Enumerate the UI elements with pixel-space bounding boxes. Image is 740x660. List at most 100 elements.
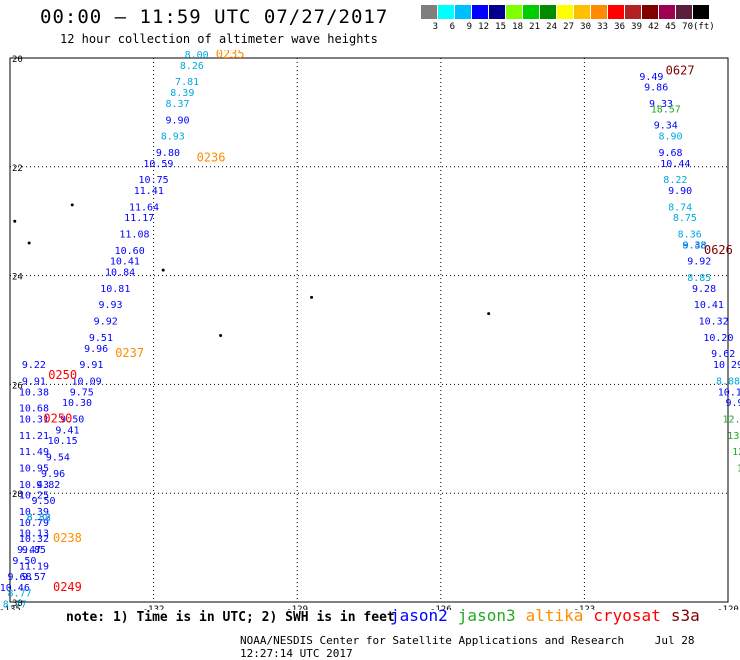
colorbar-swatch [421, 5, 438, 19]
colorbar-label: 6 [449, 22, 455, 32]
wave-height-label: 10.32 [699, 317, 729, 328]
x-tick-label: -135 [0, 605, 21, 610]
pass-number-label: 0235 [216, 50, 245, 61]
wave-height-label: 10.43 [19, 480, 49, 491]
wave-height-label: 10.84 [105, 268, 135, 279]
colorbar-label: 24 [546, 22, 557, 32]
wave-height-label: 10.32 [19, 534, 49, 545]
wave-height-label: 10.79 [19, 518, 49, 529]
wave-height-label: 9.50 [60, 414, 84, 425]
page-title: 00:00 – 11:59 UTC 07/27/2017 [40, 6, 389, 28]
wave-height-label: 9.22 [22, 360, 46, 371]
wave-height-label: 9.50 [31, 496, 55, 507]
wave-height-label: 8.45 [682, 240, 706, 251]
wave-height-label: 9.86 [644, 83, 668, 94]
colorbar-swatch [523, 5, 540, 19]
colorbar-swatch [506, 5, 523, 19]
wave-height-label: 9.92 [94, 317, 118, 328]
wave-height-label: 9.38 [682, 240, 706, 251]
wave-height-map[interactable]: -135 -132 -129 -126 -123 -120 20 22 24 26 28 30 9.49… [0, 50, 740, 610]
wave-height-label: 10.41 [694, 300, 724, 311]
wave-height-label: 13.50 [737, 463, 740, 474]
wave-height-label: 18.57 [651, 104, 681, 115]
wave-height-label: 9.54 [46, 453, 70, 464]
island-marker [310, 295, 314, 299]
wave-height-label: 10.39 [19, 507, 49, 518]
wave-height-label: 10.20 [703, 333, 733, 344]
wave-height-label: 9.91 [79, 360, 103, 371]
colorbar-swatch [438, 5, 455, 19]
pass-number-label: 0250 [48, 368, 77, 382]
pass-number-label: 0249 [53, 580, 82, 594]
x-tick-label: -120 [717, 605, 739, 610]
colorbar-swatch [625, 5, 642, 19]
wave-height-label: 9.49 [639, 72, 663, 83]
wave-height-label: 10.14 [718, 387, 740, 398]
wave-height-label: 9.57 [22, 572, 46, 583]
x-tick-label: -126 [430, 605, 452, 610]
wave-height-label: 10.15 [48, 436, 78, 447]
pass-number-label: 0236 [197, 150, 226, 164]
wave-height-label: 12.54 [732, 447, 740, 458]
island-marker [487, 312, 491, 316]
wave-height-label: 10.68 [19, 404, 49, 415]
pass-number-label: 0627 [666, 63, 695, 77]
wave-height-label: 13.22 [727, 431, 740, 442]
wave-height-label: 10.13 [19, 529, 49, 540]
y-tick-label: 28 [12, 490, 23, 500]
colorbar-swatch [642, 5, 659, 19]
colorbar-swatch [693, 5, 710, 19]
colorbar-swatch [489, 5, 506, 19]
legend-item-s3a: s3a [670, 606, 700, 625]
page-subtitle: 12 hour collection of altimeter wave hei… [60, 32, 378, 46]
wave-height-label: 11.49 [19, 447, 49, 458]
wave-height-label: 10.09 [72, 376, 102, 387]
y-tick-label: 30 [12, 599, 23, 609]
wave-height-label: 9.99 [726, 398, 740, 409]
colorbar-label: 15 [495, 22, 506, 32]
footer: NOAA/NESDIS Center for Satellite Applica… [240, 634, 740, 660]
x-tick-label: -129 [286, 605, 308, 610]
pass-number-label: 0237 [115, 346, 144, 360]
wave-height-label: 10.41 [110, 257, 140, 268]
wave-height-label: 9.51 [89, 333, 113, 344]
wave-height-label: 8.00 [185, 50, 209, 61]
wave-height-label: 10.81 [100, 284, 130, 295]
island-marker [27, 241, 31, 245]
wave-height-label: 9.28 [692, 284, 716, 295]
wave-height-label: 8.93 [161, 132, 185, 143]
wave-height-label: 8.75 [673, 213, 697, 224]
footer-agency: NOAA/NESDIS Center for Satellite Applica… [240, 634, 625, 647]
legend-item-jason3: jason3 [457, 606, 516, 625]
wave-height-label: 9.47 [17, 545, 41, 556]
wave-height-label: 11.17 [124, 213, 154, 224]
island-marker [161, 268, 165, 272]
colorbar-label: 39 [631, 22, 642, 32]
colorbar-swatch [591, 5, 608, 19]
wave-height-label: 9.96 [84, 344, 108, 355]
wave-height-label: 8.37 [165, 99, 189, 110]
colorbar-label: 18 [512, 22, 523, 32]
wave-height-label: 10.60 [115, 246, 145, 257]
colorbar-label: (ft) [693, 22, 715, 32]
y-tick-label: 24 [12, 273, 23, 283]
wave-height-label: 9.50 [12, 556, 36, 567]
wave-height-label: 9.33 [649, 99, 673, 110]
wave-height-label: 11.21 [19, 431, 49, 442]
legend-item-jason2: jason2 [390, 606, 448, 625]
island-marker [219, 333, 223, 337]
wave-height-label: 10.29 [713, 360, 740, 371]
wave-height-label: 9.62 [711, 349, 735, 360]
colorbar-swatch [472, 5, 489, 19]
satellite-legend: jason2 jason3 altika cryosat s3a [390, 606, 710, 625]
island-marker [13, 219, 17, 223]
wave-height-label: 8.77 [8, 589, 32, 600]
wave-height-label: 8.74 [668, 202, 692, 213]
wave-height-label: 10.44 [660, 159, 690, 170]
island-marker [70, 203, 74, 207]
wave-height-label: 8.22 [663, 175, 687, 186]
wave-height-label: 9.90 [165, 115, 189, 126]
wave-height-label: 8.88 [27, 512, 51, 523]
pass-number-label: 0238 [53, 531, 82, 545]
wave-height-label: 10.46 [0, 583, 30, 594]
